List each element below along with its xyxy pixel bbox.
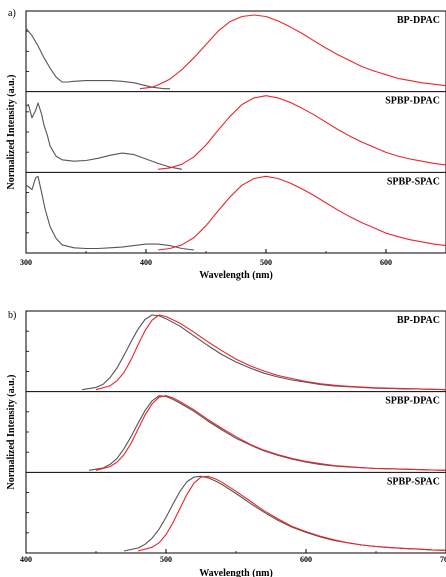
plot-frame [25, 310, 446, 554]
series-line-dark [25, 102, 183, 170]
series-line-red [157, 95, 446, 170]
x-tick-label: 300 [20, 258, 32, 267]
panel-label: SPBP-DPAC [385, 396, 440, 407]
panel-label: BP-DPAC [397, 315, 440, 326]
series-line-red [95, 314, 446, 391]
series-line-dark [88, 395, 446, 471]
panel-label: SPBP-SPAC [387, 176, 440, 187]
series-line-dark [81, 314, 446, 391]
panel-label: SPBP-DPAC [385, 96, 440, 107]
x-axis-label: Wavelength (nm) [199, 568, 273, 577]
x-axis-label: Wavelength (nm) [199, 270, 273, 281]
figure-b: b) Normalized Intensity (a.u.) Wavelength … [6, 310, 446, 577]
series-line-dark [123, 475, 446, 552]
series-line-dark [25, 175, 195, 251]
series-line-red [95, 395, 446, 471]
series-line-red [157, 175, 446, 251]
series-line-red [137, 475, 446, 552]
y-axis-label: Normalized Intensity (a.u.) [6, 75, 17, 190]
series-line-dark [25, 27, 170, 90]
y-axis-label: Normalized Intensity (a.u.) [6, 375, 17, 490]
x-tick-label: 600 [300, 555, 312, 564]
plot-frame [25, 10, 446, 254]
x-tick-label: 700 [440, 555, 446, 564]
x-tick-label: 500 [160, 555, 172, 564]
panel-letter: a) [8, 8, 16, 19]
x-tick-label: 400 [140, 258, 152, 267]
series-line-red [139, 14, 446, 90]
panel-label: BP-DPAC [397, 15, 440, 26]
figure-a: a) Normalized Intensity (a.u.) Wavelength … [6, 8, 446, 281]
x-tick-label: 500 [260, 258, 272, 267]
x-tick-label: 400 [20, 555, 32, 564]
panel-label: SPBP-SPAC [387, 476, 440, 487]
panel-letter: b) [8, 310, 16, 321]
x-tick-label: 600 [380, 258, 392, 267]
